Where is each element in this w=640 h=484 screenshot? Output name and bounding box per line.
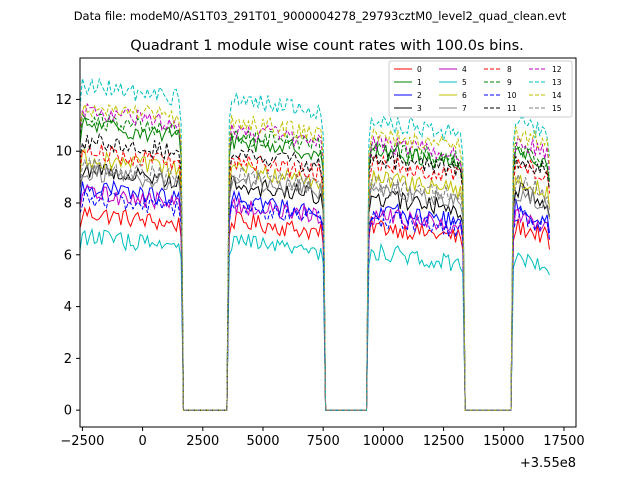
series-line-14 [79,102,550,411]
legend-label-7: 7 [462,104,467,113]
series-line-10 [79,190,550,411]
y-tick-label: 10 [55,145,72,160]
y-axis: 0 2 4 6 8 10 12 [55,93,80,419]
plot-frame [79,57,577,428]
x-tick-label: 7500 [307,434,340,449]
legend-label-13: 13 [552,78,562,87]
y-tick-label: 4 [64,300,72,315]
legend-label-10: 10 [507,91,517,100]
series-line-9 [79,113,550,411]
legend-label-5: 5 [462,78,467,87]
x-offset-label: +3.55e8 [520,456,576,471]
y-tick-label: 6 [64,248,72,263]
x-tick-label: 15000 [483,434,524,449]
legend-box [388,60,573,118]
x-tick-label: 0 [138,434,146,449]
x-tick-label: 2500 [186,434,219,449]
x-tick-label: 5000 [246,434,279,449]
legend-label-15: 15 [552,104,562,113]
x-tick-label: −2500 [60,434,104,449]
x-tick-label: 17500 [543,434,584,449]
legend-label-0: 0 [417,65,422,74]
legend-label-4: 4 [462,65,467,74]
legend-label-11: 11 [507,104,517,113]
x-axis: −2500 0 2500 5000 7500 10000 12500 15000 17500 [60,427,585,449]
y-tick-label: 0 [64,404,72,419]
legend-label-3: 3 [417,104,422,113]
plot-lines [79,77,550,411]
series-line-15 [79,157,550,411]
y-tick-label: 2 [64,352,72,367]
y-tick-label: 12 [55,93,72,108]
suptitle: Data file: modeM0/AS1T03_291T01_90000042… [74,9,567,23]
legend-label-14: 14 [552,91,562,100]
legend-label-2: 2 [417,91,422,100]
y-tick-label: 8 [64,197,72,212]
legend-label-6: 6 [462,91,467,100]
legend-label-8: 8 [507,65,512,74]
x-tick-label: 10000 [363,434,404,449]
legend-label-9: 9 [507,78,512,87]
x-tick-label: 12500 [423,434,464,449]
legend-label-12: 12 [552,65,562,74]
legend-label-1: 1 [417,78,422,87]
chart-title: Quadrant 1 module wise count rates with … [130,38,524,54]
